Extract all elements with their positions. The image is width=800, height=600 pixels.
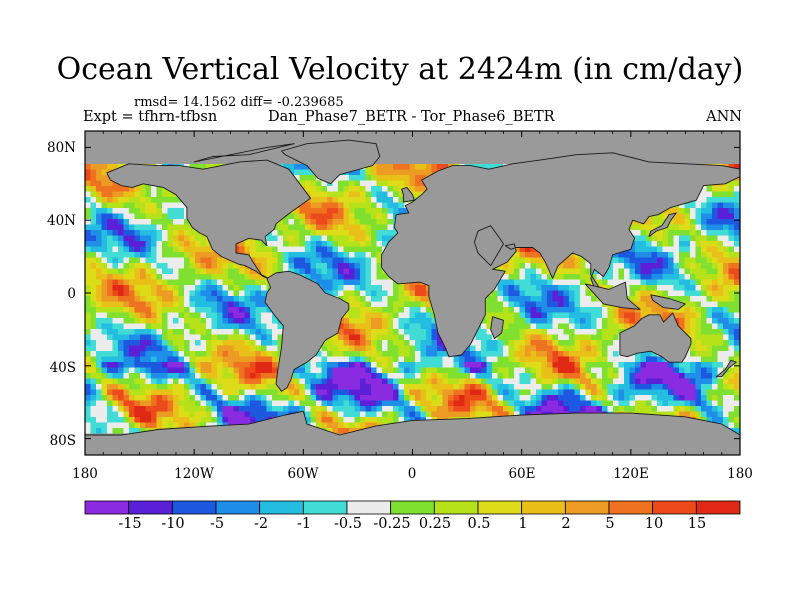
colorbar-label: -1 bbox=[296, 516, 312, 532]
colorbar-label: 0.25 bbox=[418, 516, 452, 532]
experiment-label: Expt = tfhrn-tfbsn bbox=[83, 109, 218, 125]
colorbar-box bbox=[564, 500, 610, 515]
colorbar-box bbox=[477, 500, 523, 515]
stats-line: rmsd= 14.1562 diff= -0.239685 bbox=[134, 95, 344, 110]
lat-tick-label: 40N bbox=[47, 213, 76, 229]
case-subtitle: Dan_Phase7_BETR - Tor_Phase6_BETR bbox=[268, 109, 555, 125]
madagascar-land bbox=[490, 316, 504, 339]
colorbar-label: -2 bbox=[253, 516, 269, 532]
colorbar-box bbox=[128, 500, 173, 515]
lat-tick-label: 0 bbox=[67, 286, 76, 302]
colorbar-label: 1 bbox=[518, 516, 528, 532]
lon-tick-label: 0 bbox=[407, 466, 417, 482]
colorbar-box bbox=[346, 500, 392, 515]
colorbar-box bbox=[215, 500, 261, 515]
colorbar-box bbox=[302, 500, 348, 515]
new-guinea-land bbox=[650, 294, 686, 310]
colorbar-label: -0.5 bbox=[334, 516, 362, 532]
colorbar-label: 15 bbox=[687, 516, 707, 532]
plot-title: Ocean Vertical Velocity at 2424m (in cm/… bbox=[56, 52, 744, 87]
colorbar-box bbox=[433, 500, 479, 515]
lat-tick-label: 40S bbox=[49, 360, 76, 376]
arctic-islands-land bbox=[193, 143, 295, 163]
lon-tick-label: 180 bbox=[727, 466, 753, 482]
colorbar-label: -0.25 bbox=[373, 516, 411, 532]
greenland-land bbox=[281, 139, 381, 185]
lon-tick-label: 120E bbox=[613, 466, 649, 482]
season-label: ANN bbox=[706, 109, 742, 125]
colorbar-label: 5 bbox=[605, 516, 615, 532]
indonesia-land bbox=[584, 281, 641, 310]
colorbar-box bbox=[608, 500, 654, 515]
australia-land bbox=[619, 312, 692, 363]
colorbar-box bbox=[171, 500, 217, 515]
lat-tick-label: 80S bbox=[49, 433, 76, 449]
lat-tick-label: 80N bbox=[47, 140, 76, 156]
colorbar-label: 2 bbox=[561, 516, 571, 532]
colorbar-box bbox=[390, 500, 435, 515]
colorbar-box bbox=[652, 500, 697, 515]
lon-tick-label: 60W bbox=[287, 466, 319, 482]
lon-tick-label: 120W bbox=[174, 466, 214, 482]
colorbar-label: 10 bbox=[644, 516, 664, 532]
colorbar-box bbox=[259, 500, 304, 515]
antarctica-land bbox=[85, 410, 740, 455]
colorbar-label: -15 bbox=[118, 516, 142, 532]
colorbar-box bbox=[695, 500, 741, 515]
colorbar-label: -5 bbox=[209, 516, 225, 532]
colorbar-label: -10 bbox=[161, 516, 185, 532]
colorbar-label: 0.5 bbox=[467, 516, 491, 532]
lon-tick-label: 60E bbox=[508, 466, 536, 482]
north-america-land bbox=[106, 159, 312, 279]
colorbar-box bbox=[521, 500, 566, 515]
south-america-land bbox=[264, 270, 350, 392]
new-zealand-land bbox=[715, 359, 737, 378]
colorbar-box bbox=[84, 500, 130, 515]
japan-land bbox=[648, 212, 677, 238]
arabia-gap-land bbox=[473, 225, 504, 267]
lon-tick-label: 180 bbox=[72, 466, 98, 482]
uk-land bbox=[401, 186, 415, 203]
